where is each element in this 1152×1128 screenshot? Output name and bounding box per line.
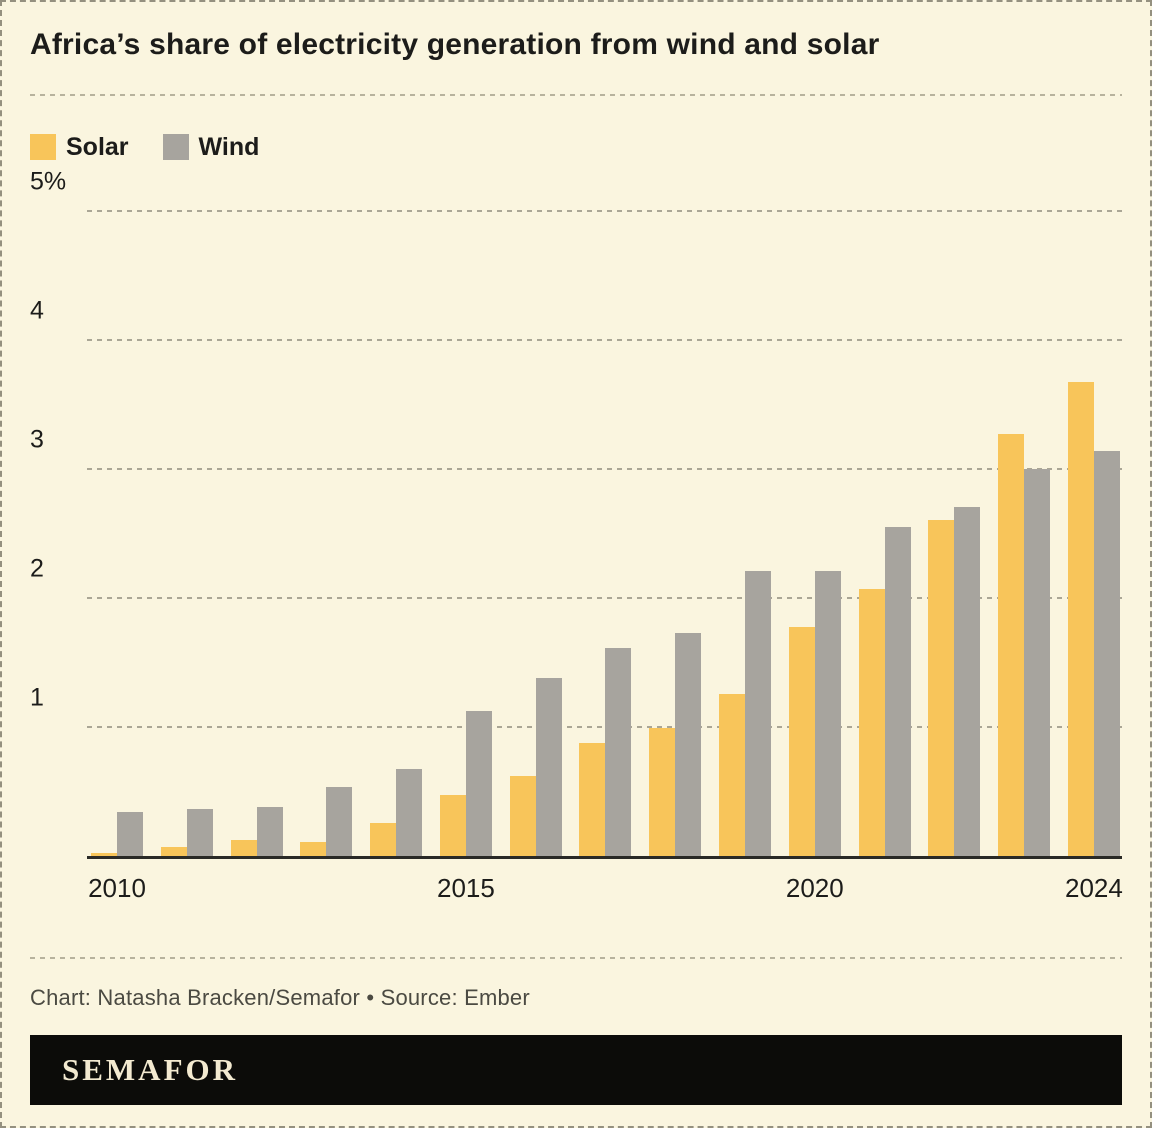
solar-bar — [370, 823, 397, 857]
chart-area: 5% 4 3 2 1 2010 2015 2020 2024 — [30, 167, 1123, 903]
bar-group-2013 — [300, 212, 353, 857]
wind-bar — [117, 811, 143, 857]
solar-bar — [509, 775, 536, 857]
bottom-divider — [30, 957, 1122, 959]
legend: Solar Wind — [30, 132, 1122, 162]
wind-bar — [605, 648, 632, 857]
semafor-logo: SEMAFOR — [62, 1052, 238, 1087]
bar-group-2022 — [928, 212, 981, 857]
wind-bar — [396, 769, 423, 857]
gridline — [87, 210, 1122, 212]
footer-bar: SEMAFOR — [30, 1035, 1122, 1105]
solar-bar — [1067, 382, 1094, 857]
y-axis-tick-label: 4 — [30, 296, 44, 325]
wind-bar — [1024, 468, 1051, 857]
solar-bar — [439, 795, 466, 857]
legend-label-solar: Solar — [66, 132, 129, 161]
legend-item-solar: Solar — [30, 133, 129, 162]
bar-group-2020: 2020 — [786, 212, 844, 903]
x-axis-tick-label: 2010 — [88, 873, 146, 903]
bar-group-2019 — [719, 212, 772, 857]
top-divider — [30, 94, 1122, 96]
wind-bar — [465, 711, 492, 857]
solar-bar — [928, 520, 955, 857]
gridline — [87, 726, 1122, 728]
solar-bar — [230, 840, 257, 857]
wind-swatch-icon — [162, 134, 189, 160]
solar-bar — [91, 853, 117, 857]
bar-group-2023 — [998, 212, 1051, 857]
solar-bar — [998, 433, 1025, 857]
y-axis-tick-label: 2 — [30, 554, 44, 583]
source-caption: Chart: Natasha Bracken/Semafor • Source:… — [30, 985, 530, 1010]
bars-area: 2010 2015 2020 2024 — [87, 212, 1123, 903]
bar-group-2015: 2015 — [437, 212, 495, 903]
chart-title: Africa’s share of electricity generation… — [30, 28, 880, 61]
bar-group-2017 — [579, 212, 632, 857]
wind-bar — [954, 507, 981, 857]
bar-group-2018 — [649, 212, 702, 857]
solar-bar — [719, 694, 746, 857]
bar-group-2010: 2010 — [88, 212, 146, 903]
y-axis-tick-label: 1 — [30, 683, 44, 712]
wind-bar — [814, 570, 841, 857]
wind-bar — [1093, 450, 1120, 857]
wind-bar — [535, 677, 562, 857]
gridline — [87, 339, 1122, 341]
bar-group-2014 — [370, 212, 423, 857]
bar-group-2011 — [160, 212, 213, 857]
solar-swatch-icon — [30, 134, 56, 160]
gridline — [87, 597, 1122, 599]
x-axis-tick-label: 2024 — [1065, 873, 1123, 903]
wind-bar — [186, 809, 213, 857]
x-axis-tick-label: 2015 — [436, 873, 495, 903]
legend-item-wind: Wind — [162, 132, 260, 162]
solar-bar — [788, 627, 815, 857]
bar-group-2016 — [509, 212, 562, 857]
bar-group-2012 — [230, 212, 283, 857]
solar-bar — [160, 846, 187, 857]
wind-bar — [326, 787, 353, 857]
solar-bar — [579, 743, 606, 857]
bar-group-2024: 2024 — [1065, 212, 1123, 903]
solar-bar — [300, 841, 327, 857]
y-axis-tick-label: 5% — [30, 167, 67, 196]
solar-bar — [649, 728, 676, 857]
wind-bar — [884, 526, 911, 857]
x-axis-tick-label: 2020 — [785, 873, 844, 903]
y-axis-tick-label: 3 — [30, 425, 44, 454]
gridline — [87, 468, 1122, 470]
wind-bar — [256, 806, 283, 857]
x-axis-baseline — [87, 856, 1122, 859]
solar-bar — [858, 588, 885, 857]
bar-group-2021 — [858, 212, 911, 857]
legend-label-wind: Wind — [198, 132, 260, 161]
wind-bar — [745, 570, 772, 857]
wind-bar — [675, 632, 702, 857]
